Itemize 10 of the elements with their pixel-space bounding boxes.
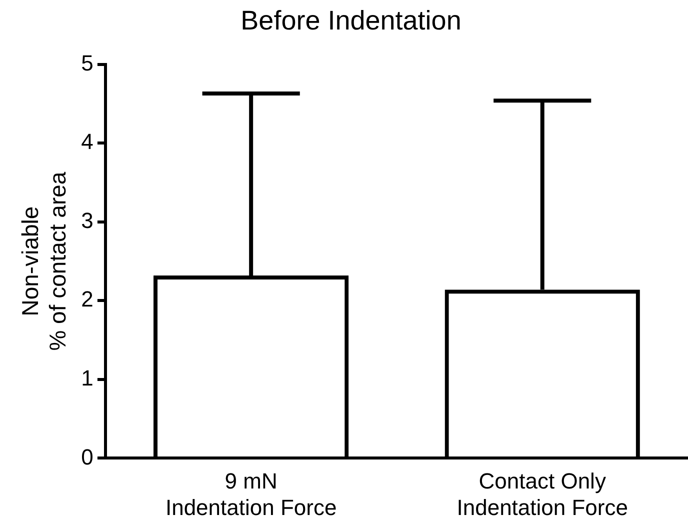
y-tick-label: 1 xyxy=(81,366,94,391)
y-tick-label: 5 xyxy=(81,50,94,76)
x-tick-label: Contact Only Indentation Force xyxy=(456,468,628,520)
y-tick-label: 4 xyxy=(81,129,94,154)
x-tick-label: 9 mN Indentation Force xyxy=(165,468,337,520)
y-tick-label: 0 xyxy=(81,444,94,470)
y-tick-label: 3 xyxy=(81,208,94,233)
chart-title: Before Indentation xyxy=(240,6,462,36)
y-axis-title: Non-viable % of contact area xyxy=(17,172,71,351)
y-tick-label: 2 xyxy=(81,286,94,312)
